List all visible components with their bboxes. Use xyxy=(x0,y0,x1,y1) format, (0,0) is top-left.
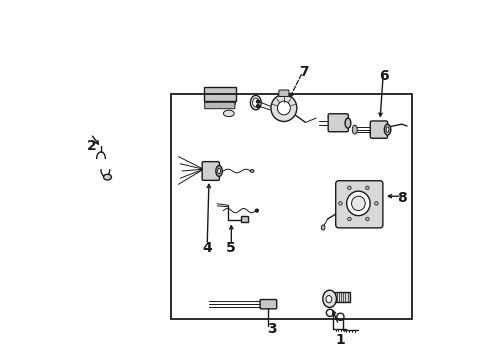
Ellipse shape xyxy=(271,95,297,122)
Ellipse shape xyxy=(250,170,254,172)
Text: 3: 3 xyxy=(267,323,277,336)
Ellipse shape xyxy=(321,225,325,230)
Ellipse shape xyxy=(351,196,365,211)
FancyBboxPatch shape xyxy=(279,90,289,96)
FancyBboxPatch shape xyxy=(205,102,235,109)
FancyBboxPatch shape xyxy=(241,216,248,222)
Circle shape xyxy=(337,313,344,320)
Text: 2: 2 xyxy=(87,139,97,153)
FancyBboxPatch shape xyxy=(260,300,277,309)
Ellipse shape xyxy=(252,98,259,107)
Bar xyxy=(171,94,413,319)
Text: 5: 5 xyxy=(226,242,236,255)
Ellipse shape xyxy=(384,124,391,135)
FancyBboxPatch shape xyxy=(335,292,350,302)
Circle shape xyxy=(347,186,351,190)
Ellipse shape xyxy=(347,191,370,216)
Ellipse shape xyxy=(103,174,111,180)
FancyBboxPatch shape xyxy=(370,121,388,138)
Ellipse shape xyxy=(218,168,220,174)
Circle shape xyxy=(374,202,378,205)
Circle shape xyxy=(347,217,351,221)
FancyBboxPatch shape xyxy=(202,162,220,180)
Circle shape xyxy=(366,186,369,190)
Text: 7: 7 xyxy=(299,65,309,79)
Circle shape xyxy=(366,217,369,221)
Circle shape xyxy=(339,202,342,205)
Ellipse shape xyxy=(323,290,337,307)
FancyBboxPatch shape xyxy=(336,181,383,228)
Circle shape xyxy=(257,105,259,108)
Ellipse shape xyxy=(345,118,351,128)
Circle shape xyxy=(255,209,258,212)
Ellipse shape xyxy=(386,127,389,132)
FancyBboxPatch shape xyxy=(204,87,236,101)
Circle shape xyxy=(257,100,259,103)
Text: 6: 6 xyxy=(379,69,389,82)
Ellipse shape xyxy=(223,110,234,117)
Ellipse shape xyxy=(352,125,357,134)
Text: 8: 8 xyxy=(397,191,407,205)
Text: 4: 4 xyxy=(202,242,212,255)
Ellipse shape xyxy=(216,166,222,176)
FancyBboxPatch shape xyxy=(328,114,348,132)
Text: 1: 1 xyxy=(336,333,345,347)
Circle shape xyxy=(326,309,334,316)
Ellipse shape xyxy=(326,296,332,303)
Ellipse shape xyxy=(277,101,291,115)
